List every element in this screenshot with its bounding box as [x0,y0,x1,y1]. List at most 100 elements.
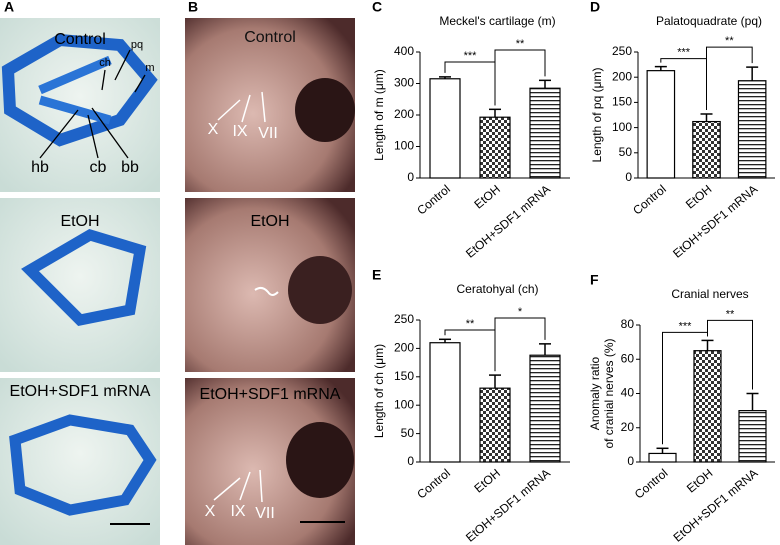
panel-letter: E [372,267,381,283]
chart-title: Meckel's cartilage (m) [439,14,555,28]
x-tick-label: Control [414,466,453,502]
y-tick-label: 100 [612,120,632,134]
x-tick-label: EtOH [683,182,714,212]
y-tick-label: 200 [394,341,414,355]
bar [646,70,676,179]
label: IX [230,503,245,520]
label: IX [232,123,247,140]
bar [737,80,767,179]
y-tick-label: 200 [612,69,632,83]
y-tick-label: 60 [621,351,635,365]
label: Control [54,31,106,48]
panel-letter: C [372,0,382,15]
photo: EtOH+SDF1 mRNA X IX VII [185,378,355,545]
photo: Control X IX VII [185,18,355,192]
x-tick-label: Control [632,466,671,502]
label: VII [258,125,278,142]
y-axis-label: Anomaly ratio [588,356,602,430]
y-tick-label: 80 [621,317,635,331]
label: cb [90,159,107,176]
bar [429,78,461,179]
bar [529,354,561,463]
y-tick-label: 200 [394,107,414,121]
significance-label: ** [725,35,734,47]
y-tick-label: 100 [394,397,414,411]
y-axis-label: Length of m (μm) [372,69,386,161]
y-tick-label: 40 [621,386,635,400]
y-axis-label: of cranial nerves (%) [602,338,616,448]
label: EtOH+SDF1 mRNA [10,383,151,400]
bar [479,387,511,463]
label: X [205,503,216,520]
label: bb [121,159,139,176]
x-tick-label: EtOH+SDF1 mRNA [463,182,553,261]
label: pq [131,39,143,51]
x-tick-label: EtOH+SDF1 mRNA [670,182,760,261]
x-tick-label: EtOH [471,182,502,212]
significance-label: ** [726,308,735,320]
label: X [208,121,219,138]
significance-bracket [707,319,753,390]
significance-label: *** [464,50,478,62]
x-tick-label: EtOH [684,466,715,496]
label: EtOH [250,213,289,230]
y-tick-label: 50 [401,426,415,440]
y-tick-label: 300 [394,76,414,90]
y-axis-label: Length of ch (μm) [372,344,386,438]
bar [479,116,511,179]
y-tick-label: 0 [407,170,414,184]
significance-label: *** [679,320,693,332]
panel-letter: B [188,0,198,15]
charts: C Meckel's cartilage (m) Length of m (μm) 0… [372,0,775,545]
panel-a: A Control pq ch m hb cb bb EtOH EtOH+SDF… [0,0,160,545]
bar [429,342,461,463]
y-tick-label: 250 [612,44,632,58]
panel-b: B Control X IX VII EtOH EtOH+SDF1 mRNA X… [185,0,355,545]
chart-title: Ceratohyal (ch) [456,282,538,296]
significance-label: ** [516,38,525,50]
bar [692,120,721,179]
y-tick-label: 250 [394,312,414,326]
bar [648,452,677,463]
panel-letter: D [590,0,600,15]
label: EtOH+SDF1 mRNA [200,386,341,403]
x-tick-label: Control [414,182,453,218]
y-tick-label: 100 [394,139,414,153]
significance-label: * [518,306,523,318]
x-tick-label: EtOH+SDF1 mRNA [463,466,553,545]
panel-letter: F [590,272,599,288]
y-tick-label: 50 [619,145,633,159]
photo: EtOH+SDF1 mRNA [0,378,160,545]
x-tick-label: Control [630,182,669,218]
x-tick-label: EtOH [471,466,502,496]
label: Control [244,29,296,46]
significance-label: *** [677,47,691,59]
significance-bracket [494,49,546,106]
y-tick-label: 400 [394,44,414,58]
label: EtOH [60,213,99,230]
significance-bracket [706,46,753,110]
label: m [145,62,154,74]
y-tick-label: 0 [625,170,632,184]
bar [738,410,767,463]
chart-title: Cranial nerves [671,287,748,301]
photo: Control pq ch m hb cb bb [0,18,160,192]
significance-label: ** [466,318,475,330]
significance-bracket [494,317,546,372]
photo: EtOH [0,198,160,372]
y-tick-label: 0 [627,454,634,468]
label: hb [31,159,49,176]
bar [529,87,561,179]
y-tick-label: 0 [407,454,414,468]
photo: EtOH [185,198,355,372]
y-tick-label: 150 [394,369,414,383]
label: VII [255,505,275,522]
y-axis-label: Length of pq (μm) [590,68,604,163]
x-tick-label: EtOH+SDF1 mRNA [671,466,761,545]
label: ch [99,57,111,69]
bar [693,350,722,463]
panel-letter: A [4,0,14,15]
y-tick-label: 150 [612,95,632,109]
y-tick-label: 20 [621,420,635,434]
